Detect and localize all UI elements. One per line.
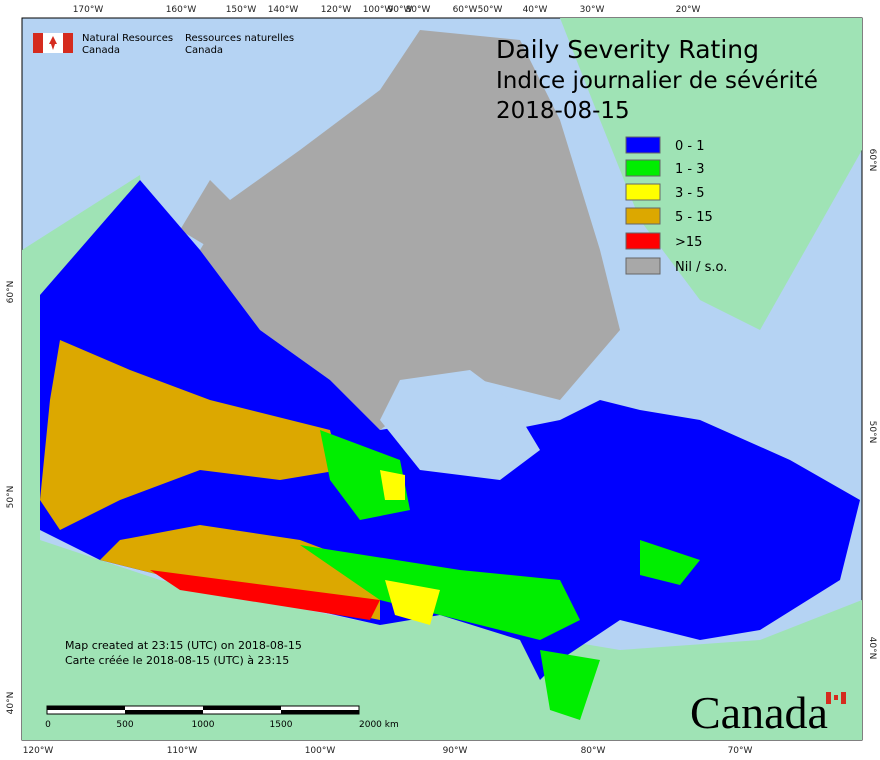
longitude-label: 70°W xyxy=(728,746,753,756)
longitude-label: 110°W xyxy=(167,746,198,756)
note: Carte créée le 2018-08-15 (UTC) à 23:15 xyxy=(65,654,289,667)
longitude-label: 140°W xyxy=(268,5,299,15)
longitude-label: 170°W xyxy=(73,5,104,15)
scale-label: 500 xyxy=(116,720,133,730)
scale-label: 0 xyxy=(45,720,51,730)
scale-label: 1000 xyxy=(192,720,215,730)
legend-label: 1 - 3 xyxy=(675,162,705,177)
legend-label: 0 - 1 xyxy=(675,139,705,154)
longitude-label: 80°W xyxy=(406,5,431,15)
longitude-label: 150°W xyxy=(226,5,257,15)
legend: 0 - 1 1 - 3 3 - 5 5 - 15 >15 Nil / s.o. xyxy=(625,136,727,275)
agency-en: Canada xyxy=(82,45,120,56)
legend-swatch xyxy=(625,232,661,250)
longitude-label: 100°W xyxy=(305,746,336,756)
legend-label: >15 xyxy=(675,235,702,250)
longitude-label: 60°W xyxy=(453,5,478,15)
legend-swatch xyxy=(625,159,661,177)
latitude-label: 50°N xyxy=(6,486,16,509)
legend-label: 3 - 5 xyxy=(675,186,705,201)
legend-label: 5 - 15 xyxy=(675,210,713,225)
latitude-label: 40°N xyxy=(867,637,877,660)
longitude-label: 120°W xyxy=(321,5,352,15)
latitude-label: 60°N xyxy=(867,149,877,172)
agency-fr: Ressources naturelles xyxy=(185,33,294,44)
title: Daily Severity Rating xyxy=(496,35,759,64)
title: Indice journalier de sévérité xyxy=(496,68,818,94)
longitude-label: 80°W xyxy=(581,746,606,756)
longitude-label: 100°W xyxy=(363,5,394,15)
graticule: 170°W 160°W 150°W 140°W 120°W 100°W90°W80°W 60… xyxy=(6,5,877,756)
longitude-label: 120°W xyxy=(23,746,54,756)
longitude-label: 30°W xyxy=(580,5,605,15)
longitude-label: 160°W xyxy=(166,5,197,15)
scale-bar xyxy=(46,705,360,715)
legend-swatch xyxy=(625,183,661,201)
longitude-label: 50°W xyxy=(478,5,503,15)
agency-fr: Canada xyxy=(185,45,223,56)
flag xyxy=(33,33,73,53)
legend-swatch xyxy=(625,136,661,154)
scale-label: 1500 xyxy=(270,720,293,730)
date: 2018-08-15 xyxy=(496,98,630,124)
latitude-label: 60°N xyxy=(6,281,16,304)
scale-label: 2000 km xyxy=(359,720,399,730)
land xyxy=(22,18,862,740)
legend-swatch xyxy=(625,257,661,275)
longitude-label: 90°W xyxy=(388,5,413,15)
wordmark: Canada xyxy=(690,687,828,738)
note: Map created at 23:15 (UTC) on 2018-08-15 xyxy=(65,639,302,652)
wordmark-flag xyxy=(826,692,846,704)
longitude-label: 20°W xyxy=(676,5,701,15)
latitude-label: 50°N xyxy=(867,421,877,444)
agency-en: Natural Resources xyxy=(82,33,173,44)
legend-label: Nil / s.o. xyxy=(675,260,727,275)
longitude-label: 90°W xyxy=(443,746,468,756)
longitude-label: 40°W xyxy=(523,5,548,15)
legend-swatch xyxy=(625,207,661,225)
latitude-label: 40°N xyxy=(6,692,16,715)
